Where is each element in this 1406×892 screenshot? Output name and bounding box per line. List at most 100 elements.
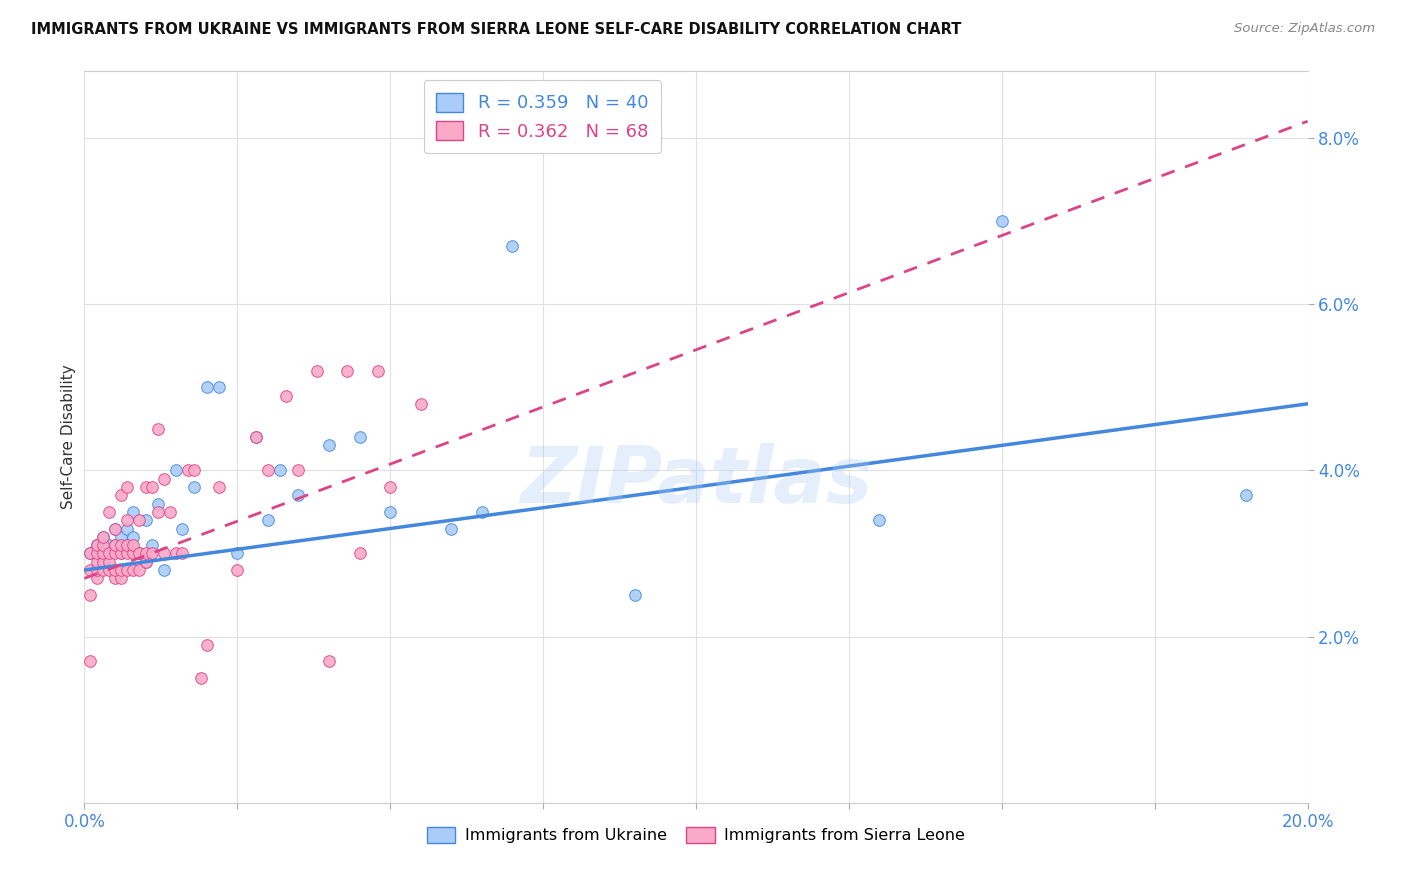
Point <box>91 530 114 544</box>
Point <box>276 388 298 402</box>
Point <box>86 563 108 577</box>
Point <box>110 538 132 552</box>
Point <box>97 555 120 569</box>
Point <box>115 546 138 560</box>
Point <box>86 538 108 552</box>
Point <box>318 655 340 669</box>
Point <box>135 546 157 560</box>
Point <box>336 363 359 377</box>
Point <box>115 521 138 535</box>
Text: ZIPatlas: ZIPatlas <box>520 443 872 519</box>
Legend: Immigrants from Ukraine, Immigrants from Sierra Leone: Immigrants from Ukraine, Immigrants from… <box>420 821 972 850</box>
Point <box>183 480 205 494</box>
Point <box>104 538 127 552</box>
Point <box>208 380 231 394</box>
Point <box>1236 488 1258 502</box>
Point <box>122 546 145 560</box>
Point <box>190 671 212 685</box>
Point <box>257 513 280 527</box>
Point <box>153 563 176 577</box>
Point <box>122 538 145 552</box>
Point <box>110 546 132 560</box>
Point <box>104 521 127 535</box>
Point <box>183 463 205 477</box>
Point <box>91 546 114 560</box>
Point <box>172 546 194 560</box>
Point <box>91 538 114 552</box>
Point <box>110 563 132 577</box>
Point <box>122 563 145 577</box>
Point <box>367 363 389 377</box>
Point <box>305 363 328 377</box>
Point <box>91 563 114 577</box>
Point <box>104 538 127 552</box>
Point <box>115 538 138 552</box>
Point <box>97 538 120 552</box>
Point <box>159 505 181 519</box>
Point <box>135 513 157 527</box>
Point <box>86 538 108 552</box>
Point <box>86 538 108 552</box>
Point <box>128 563 150 577</box>
Point <box>177 463 200 477</box>
Point <box>502 239 524 253</box>
Point <box>97 546 120 560</box>
Point <box>104 521 127 535</box>
Point <box>122 505 145 519</box>
Point <box>86 546 108 560</box>
Point <box>128 513 150 527</box>
Point <box>165 546 187 560</box>
Point <box>471 505 494 519</box>
Point <box>115 480 138 494</box>
Point <box>97 505 120 519</box>
Point <box>380 505 402 519</box>
Point <box>110 530 132 544</box>
Point <box>128 546 150 560</box>
Point <box>440 521 463 535</box>
Point <box>135 555 157 569</box>
Point <box>79 655 101 669</box>
Point <box>165 463 187 477</box>
Point <box>110 571 132 585</box>
Point <box>110 488 132 502</box>
Point <box>380 480 402 494</box>
Point <box>104 563 127 577</box>
Point <box>349 546 371 560</box>
Point <box>110 546 132 560</box>
Point <box>153 472 176 486</box>
Point <box>287 488 309 502</box>
Point <box>91 530 114 544</box>
Point <box>195 380 218 394</box>
Point <box>79 546 101 560</box>
Point <box>104 571 127 585</box>
Point <box>195 638 218 652</box>
Point <box>226 563 249 577</box>
Point <box>104 546 127 560</box>
Point <box>86 571 108 585</box>
Point <box>135 555 157 569</box>
Point <box>141 480 163 494</box>
Point <box>146 422 169 436</box>
Point <box>115 513 138 527</box>
Point <box>257 463 280 477</box>
Point <box>318 438 340 452</box>
Point <box>115 563 138 577</box>
Point <box>97 563 120 577</box>
Point <box>91 546 114 560</box>
Text: IMMIGRANTS FROM UKRAINE VS IMMIGRANTS FROM SIERRA LEONE SELF-CARE DISABILITY COR: IMMIGRANTS FROM UKRAINE VS IMMIGRANTS FR… <box>31 22 962 37</box>
Point <box>349 430 371 444</box>
Point <box>79 563 101 577</box>
Point <box>86 555 108 569</box>
Point <box>91 555 114 569</box>
Text: Source: ZipAtlas.com: Source: ZipAtlas.com <box>1234 22 1375 36</box>
Point <box>146 505 169 519</box>
Point <box>172 521 194 535</box>
Point <box>79 546 101 560</box>
Point <box>146 497 169 511</box>
Point <box>245 430 267 444</box>
Point <box>287 463 309 477</box>
Point <box>245 430 267 444</box>
Point <box>269 463 291 477</box>
Point <box>128 546 150 560</box>
Point <box>409 397 432 411</box>
